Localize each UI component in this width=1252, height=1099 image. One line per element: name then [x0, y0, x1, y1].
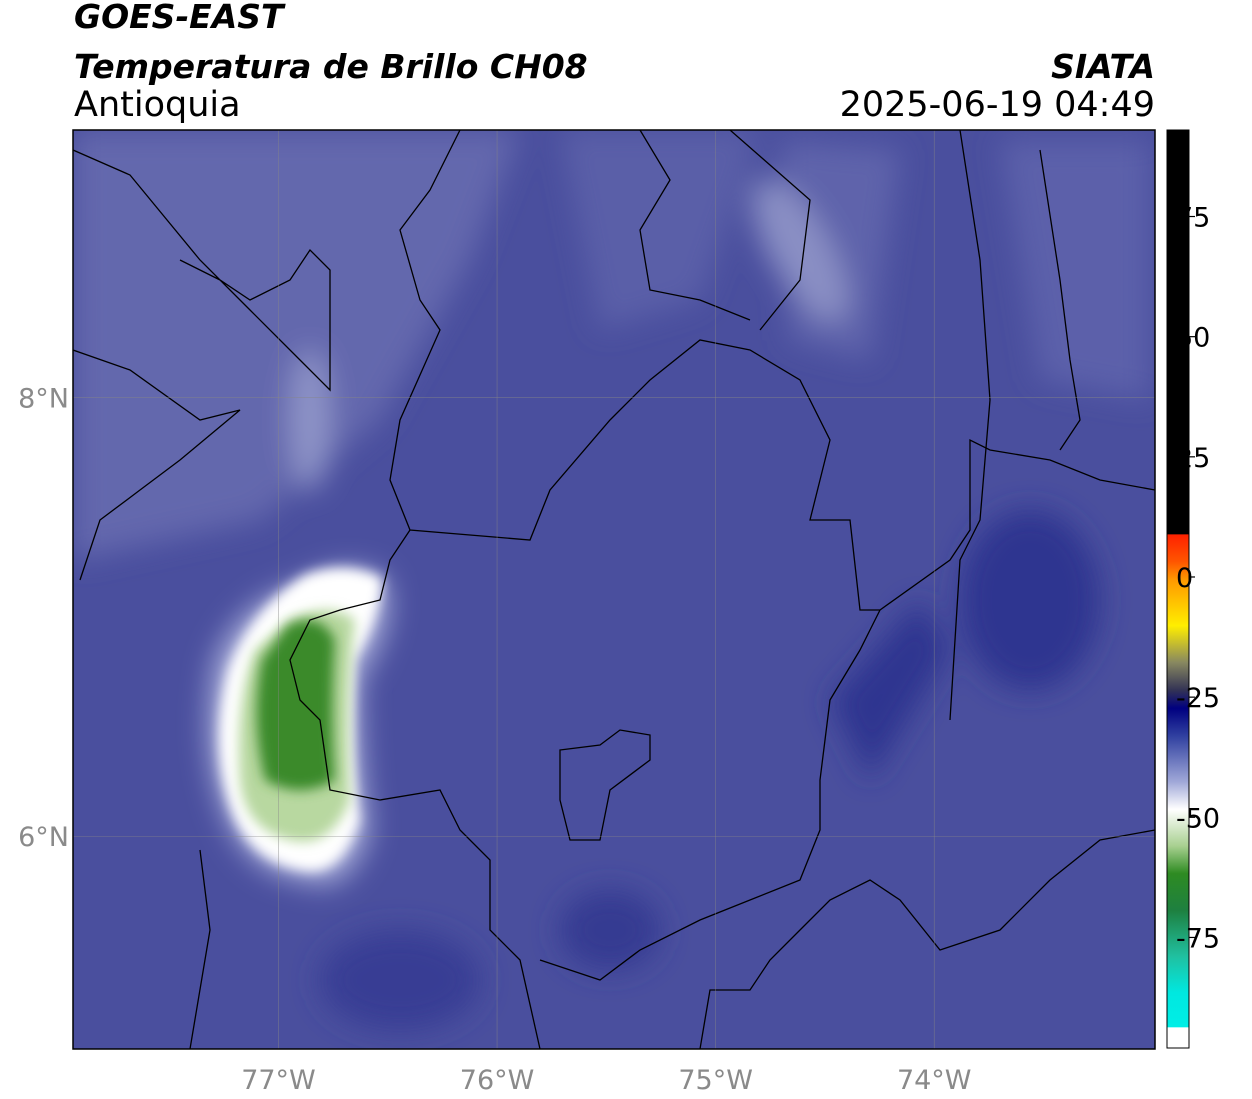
x-tick-label: 77°W [241, 1065, 316, 1096]
datetime: 2025-06-19 04:49 [840, 85, 1155, 125]
y-tick-label: 6°N [18, 822, 69, 853]
convective-cell [208, 568, 390, 885]
colorbar-tick-label: 25 [1176, 443, 1210, 474]
title: GOES-EAST [74, 0, 286, 36]
colorbar-tick-label: 0 [1176, 563, 1193, 594]
grid [73, 130, 1155, 1049]
y-tick-label: 8°N [18, 384, 69, 415]
x-tick-label: 74°W [897, 1065, 972, 1096]
source: SIATA [1051, 47, 1155, 86]
colorbar [1166, 129, 1190, 1049]
x-tick-label: 76°W [460, 1065, 535, 1096]
x-tick-label: 75°W [678, 1065, 753, 1096]
subtitle: Temperatura de Brillo CH08 [74, 47, 588, 86]
region: Antioquia [74, 85, 241, 125]
map-image [73, 130, 1155, 1049]
colorbar-tick-label: 50 [1176, 323, 1210, 354]
colorbar-tick-label: -25 [1176, 683, 1220, 714]
boundaries [73, 130, 1155, 1049]
colorbar-tick-label: 75 [1176, 203, 1210, 234]
colorbar-tick-label: -50 [1176, 803, 1220, 834]
map-frame [72, 129, 1156, 1050]
cloud-field [73, 130, 1150, 1030]
colorbar-tick-label: -75 [1176, 923, 1220, 954]
